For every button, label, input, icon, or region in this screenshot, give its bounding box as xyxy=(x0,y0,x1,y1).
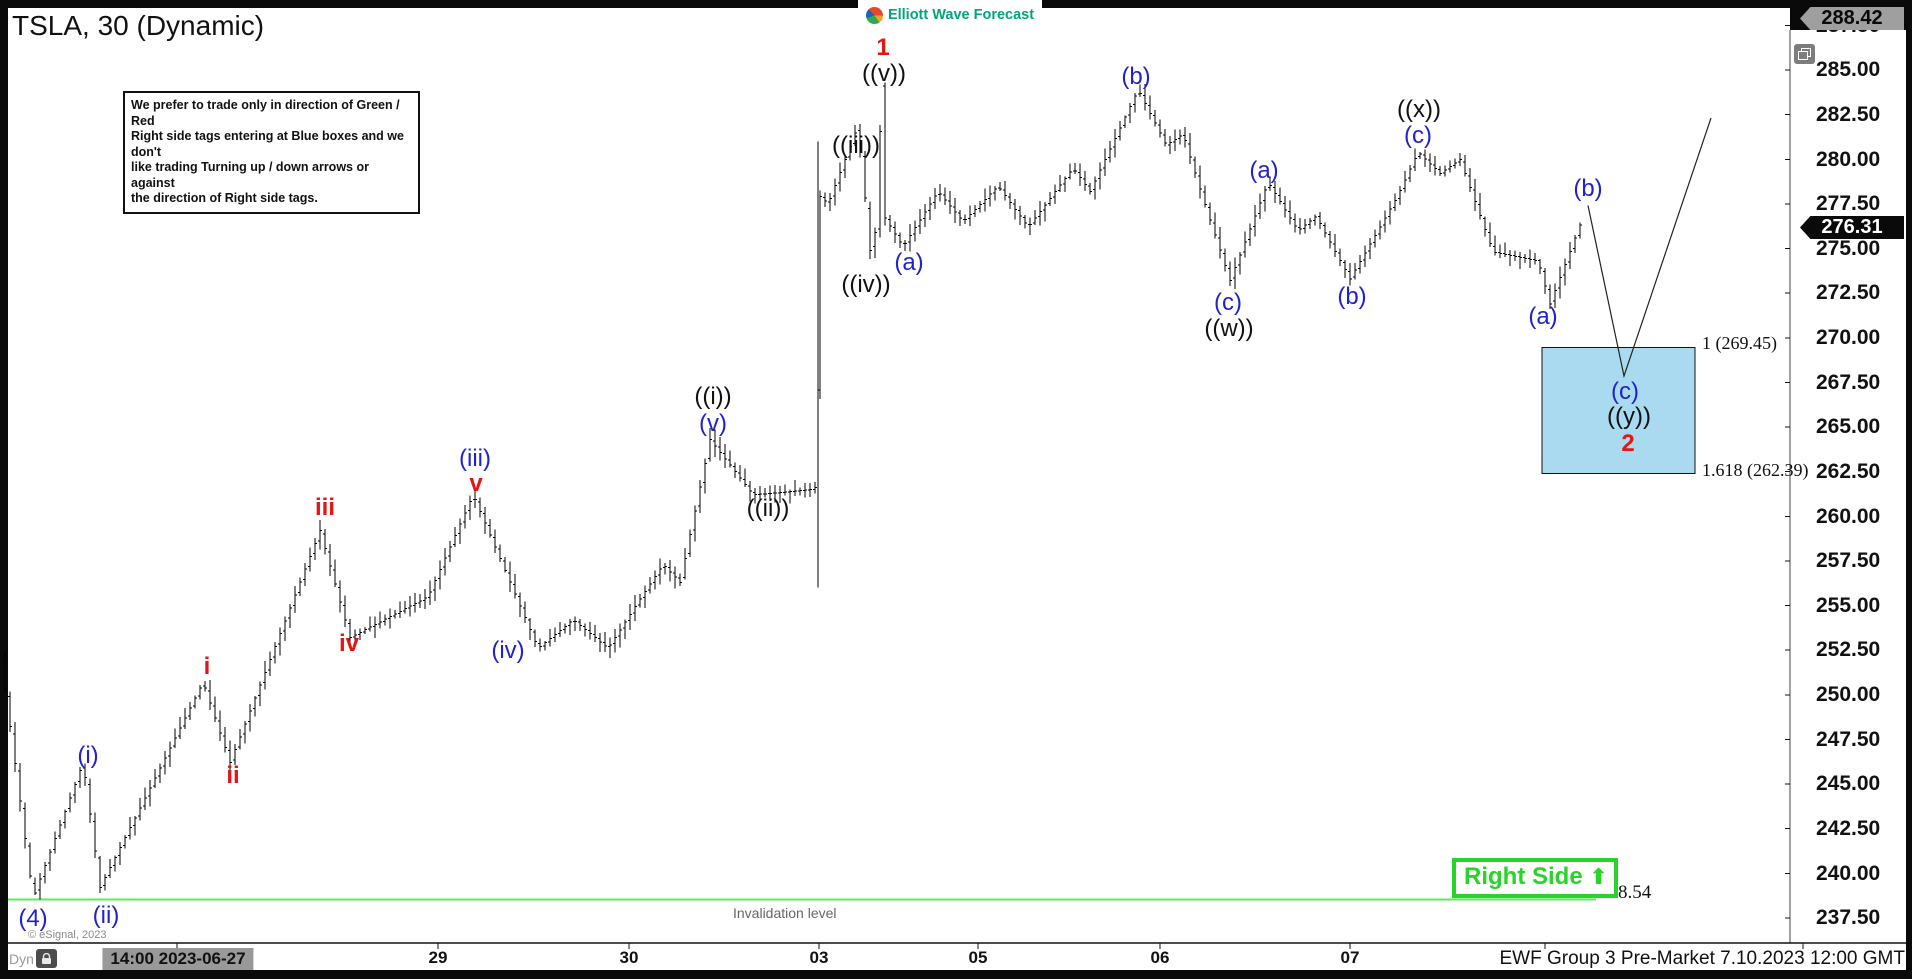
time-axis-label: 06 xyxy=(1150,948,1170,967)
wave-label: (iii) xyxy=(459,445,491,472)
wave-label: ((iii)) xyxy=(832,132,880,159)
wave-label: (a) xyxy=(894,249,924,276)
right-side-text: Right Side xyxy=(1464,863,1583,890)
up-arrow-icon: ⬆ xyxy=(1589,865,1608,890)
price-axis-label: 285.00 xyxy=(1816,58,1881,81)
blue-box xyxy=(1541,347,1696,474)
wave-label: ((ii)) xyxy=(746,495,790,522)
time-cursor-label: 14:00 2023-06-27 xyxy=(102,948,254,970)
restore-window-icon[interactable] xyxy=(1794,44,1815,64)
status-bar-text: EWF Group 3 Pre-Market 7.10.2023 12:00 G… xyxy=(1499,948,1905,969)
wave-label: (i) xyxy=(77,742,99,769)
price-axis-label: 280.00 xyxy=(1816,147,1881,171)
bluebox-1618-fib-label: 1.618 (262.39) xyxy=(1702,460,1809,480)
note-line: the direction of Right side tags. xyxy=(131,191,318,205)
wave-label: (c) xyxy=(1214,289,1242,316)
dyn-mode-label: Dyn xyxy=(9,951,34,967)
wave-label: iii xyxy=(314,494,336,521)
price-axis-label: 267.50 xyxy=(1816,370,1881,394)
invalidation-level-label: Invalidation level xyxy=(733,905,837,921)
window-bottom-border xyxy=(0,970,1912,979)
time-axis-label: 05 xyxy=(968,948,988,967)
wave-label: 2 xyxy=(1621,430,1635,457)
time-axis-label: 29 xyxy=(428,948,448,967)
wave-label: (c) xyxy=(1404,122,1432,149)
note-line: We prefer to trade only in direction of … xyxy=(131,98,400,128)
wave-label: ((x)) xyxy=(1397,96,1441,123)
wave-label: iv xyxy=(338,630,360,657)
wave-label: ((w)) xyxy=(1204,315,1254,342)
price-axis-label: 262.50 xyxy=(1816,459,1881,483)
wave-label: i xyxy=(203,653,211,680)
wave-label: ((i)) xyxy=(694,383,732,410)
price-axis-label: 242.50 xyxy=(1816,816,1881,840)
wave-label: ((y)) xyxy=(1607,403,1651,430)
time-axis-label: 30 xyxy=(619,948,639,967)
wave-label: ii xyxy=(226,762,240,789)
note-line: like trading Turning up / down arrows or… xyxy=(131,160,369,190)
wave-label: (4) xyxy=(18,905,48,932)
price-axis-label: 247.50 xyxy=(1816,727,1881,751)
price-axis-label: 240.00 xyxy=(1816,861,1881,885)
bluebox-100-fib-label: 1 (269.45) xyxy=(1702,333,1777,353)
price-axis-label: 237.50 xyxy=(1816,906,1881,929)
wave-label: (ii) xyxy=(92,902,120,929)
wave-label: 1 xyxy=(876,34,890,61)
projection-path xyxy=(1587,117,1712,379)
price-axis-label: 245.00 xyxy=(1816,772,1881,795)
time-axis-label: 03 xyxy=(809,948,829,967)
price-axis-label: 260.00 xyxy=(1816,504,1881,528)
session-high-price-tag: 288.42 xyxy=(1800,7,1904,30)
wave-label: (c) xyxy=(1611,378,1639,405)
ohlc-bars xyxy=(3,82,1582,900)
last-price-tag: 276.31 xyxy=(1800,216,1904,239)
wave-label: (b) xyxy=(1337,283,1367,310)
wave-label: (iv) xyxy=(491,637,525,664)
wave-label: (a) xyxy=(1249,157,1279,184)
elliott-wave-forecast-logo: Elliott Wave Forecast xyxy=(858,0,1042,30)
price-axis-label: 257.50 xyxy=(1816,549,1881,572)
padlock-glyph xyxy=(42,952,51,964)
trading-note-box: We prefer to trade only in direction of … xyxy=(123,91,420,214)
wave-label: (a) xyxy=(1528,303,1558,330)
price-axis-label: 277.50 xyxy=(1816,192,1881,215)
price-axis-label: 270.00 xyxy=(1816,326,1881,349)
symbol-title: TSLA, 30 (Dynamic) xyxy=(12,10,265,41)
price-axis-label: 250.00 xyxy=(1816,683,1881,706)
right-side-badge: Right Side ⬆ xyxy=(1452,858,1618,898)
price-axis-label: 255.00 xyxy=(1816,593,1881,617)
price-axis-label: 272.50 xyxy=(1816,281,1881,304)
wave-label: ((v)) xyxy=(862,60,906,87)
wave-label: (v) xyxy=(699,410,727,437)
wave-label: ((iv)) xyxy=(841,271,891,298)
wave-label: (b) xyxy=(1573,175,1603,202)
note-line: Right side tags entering at Blue boxes a… xyxy=(131,129,404,159)
price-axis-label: 282.50 xyxy=(1816,102,1881,126)
price-axis-label: 265.00 xyxy=(1816,415,1881,438)
price-axis-label: 275.00 xyxy=(1816,236,1881,260)
wave-label: v xyxy=(469,470,483,497)
logo-text: Elliott Wave Forecast xyxy=(887,7,1035,23)
price-axis-label: 252.50 xyxy=(1816,638,1881,661)
esignal-copyright: © eSignal, 2023 xyxy=(28,929,107,941)
overlapping-squares-glyph xyxy=(1798,48,1811,60)
wave-label: (b) xyxy=(1121,63,1151,90)
logo-swirl-icon xyxy=(865,6,883,24)
link-lock-icon[interactable] xyxy=(36,949,57,968)
time-axis-label: 07 xyxy=(1340,948,1360,967)
